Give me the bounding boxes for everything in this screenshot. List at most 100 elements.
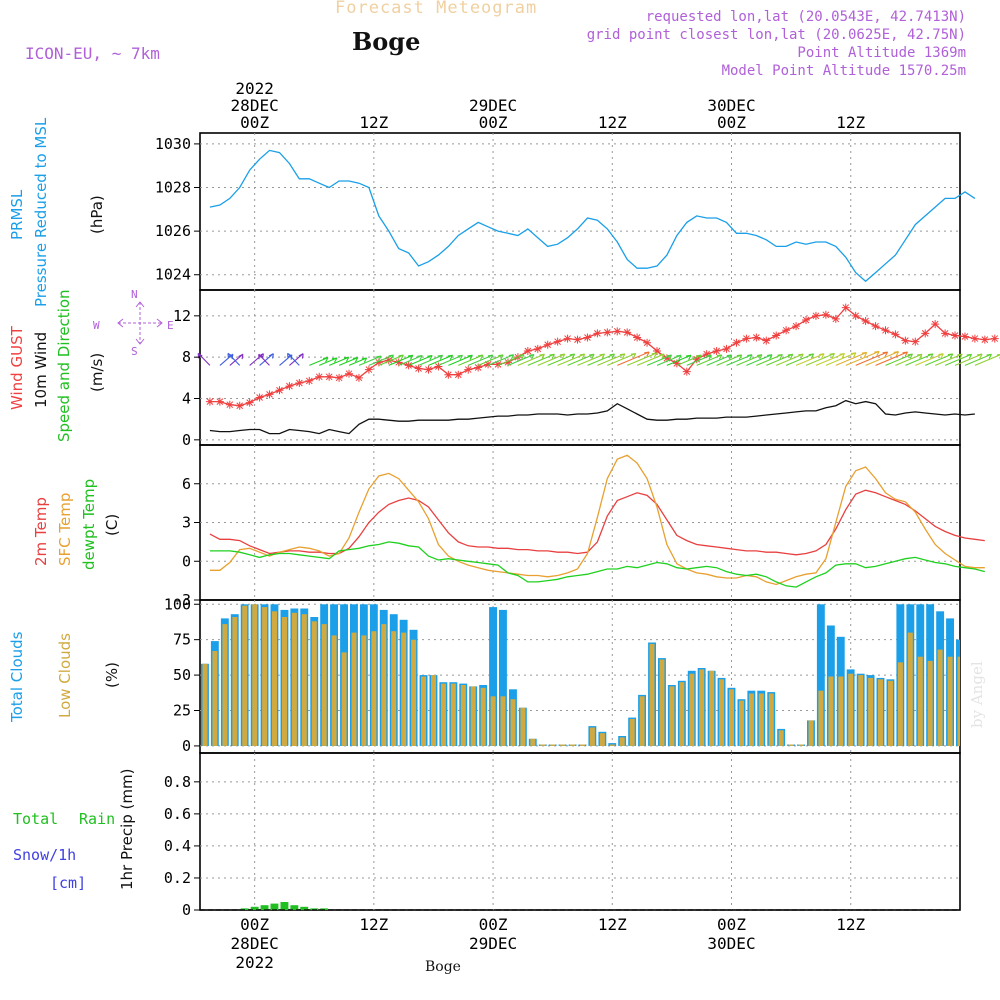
wind-direction-arrow [428, 354, 454, 366]
precip-ytick-label: 0 [182, 901, 191, 919]
precip-ytick-label: 0.4 [164, 837, 191, 855]
clouds-bar-1 [371, 631, 377, 746]
wind-direction-arrow [527, 353, 555, 366]
precip-rain-label: Rain [79, 810, 116, 828]
precip-bar-0 [290, 905, 299, 910]
temp-ytick-label: 6 [182, 475, 191, 493]
clouds-bar-0 [489, 607, 497, 746]
clouds-ytick-label: 0 [182, 737, 191, 755]
wind-direction-arrow [815, 352, 845, 366]
gust-marker [593, 329, 602, 338]
wind-direction-arrow [487, 354, 515, 366]
clouds-bar-1 [659, 659, 665, 746]
clouds-bar-1 [480, 687, 486, 746]
gust-marker [305, 376, 314, 385]
clouds-bar-1 [470, 686, 476, 746]
gust-marker [702, 350, 711, 359]
wind-direction-arrow [666, 354, 692, 366]
clouds-bar-1 [450, 683, 456, 746]
precip-bar-0 [260, 905, 269, 910]
precip-bar-0 [300, 906, 309, 910]
panel-frames [199, 132, 961, 911]
gust-marker [444, 370, 453, 379]
gust-marker [464, 365, 473, 374]
clouds-bar-1 [291, 612, 297, 746]
top-time-label: 00Z [479, 113, 508, 132]
wind-direction-arrow [597, 353, 626, 366]
gust-marker [871, 322, 880, 331]
precip-cm-label: [cm] [50, 874, 87, 892]
clouds-ytick-label: 100 [164, 595, 191, 613]
wind-ytick-label: 8 [182, 348, 191, 366]
top-time-label: 2022 [235, 79, 274, 98]
requested-coords: requested lon,lat (20.0543E, 42.7413N) [645, 9, 966, 25]
clouds-bar-1 [729, 689, 734, 746]
clouds-ytick-label: 75 [173, 631, 191, 649]
wind-direction-arrow [944, 353, 973, 366]
wind-direction-arrow [865, 351, 900, 366]
wind-direction-arrow [607, 352, 637, 366]
wind-direction-arrow [716, 354, 743, 366]
gust-marker [980, 335, 989, 344]
wind-direction-arrow [686, 354, 712, 366]
top-time-label: 00Z [717, 113, 746, 132]
gust-marker [255, 393, 264, 402]
gust-marker [652, 346, 661, 355]
gust-marker [533, 344, 542, 353]
gust-marker [722, 344, 731, 353]
wind-direction-arrow [696, 354, 723, 366]
gust-marker [543, 340, 552, 349]
clouds-bar-1 [530, 738, 536, 746]
gust-marker [851, 311, 860, 320]
temp-ytick-label: 0 [182, 552, 191, 570]
gust-marker [772, 331, 781, 340]
gust-marker [354, 373, 363, 382]
clouds-unit: (%) [103, 662, 121, 688]
precip-bar-0 [240, 908, 249, 910]
clouds-bar-1 [252, 604, 258, 746]
wind-direction-arrow [706, 354, 733, 366]
precip-bar-0 [280, 902, 289, 910]
clouds-bar-1 [669, 686, 675, 746]
clouds-bar-1 [222, 624, 228, 746]
wind-direction-arrow [775, 353, 804, 366]
clouds-bar-1 [321, 624, 327, 746]
pressure-ytick-label: 1026 [155, 222, 191, 240]
compass-n: N [131, 288, 138, 301]
wind-direction-arrow [736, 354, 763, 366]
gust-marker [712, 346, 721, 355]
clouds-bar-1 [649, 643, 655, 746]
wind-direction-arrow [646, 354, 673, 366]
clouds-bar-1 [868, 677, 874, 746]
clouds-bar-1 [699, 669, 705, 746]
clouds-bar-1 [739, 700, 744, 746]
precip-bar-0 [310, 908, 319, 910]
clouds-bar-1 [709, 670, 715, 746]
compass-s: S [131, 345, 138, 358]
gust-marker [881, 326, 890, 335]
clouds-bar-1 [639, 696, 645, 746]
temp-dew-label: dewpt Temp [80, 478, 98, 570]
clouds-bar-1 [897, 662, 903, 746]
precip-ytick-label: 0.6 [164, 805, 191, 823]
clouds-bar-0 [816, 604, 825, 746]
gust-marker [603, 328, 612, 337]
top-time-label: 12Z [598, 113, 627, 132]
clouds-bar-1 [510, 699, 516, 746]
clouds-bar-1 [917, 656, 923, 746]
wind-direction-arrow [587, 353, 615, 366]
wind-direction-arrow [756, 353, 783, 366]
gust-marker [742, 334, 751, 343]
clouds-bar-1 [212, 651, 218, 746]
wind-direction-arrow [289, 353, 304, 366]
wind-direction-arrow [656, 354, 682, 366]
clouds-bar-1 [758, 693, 764, 746]
precip-ytick-label: 0.2 [164, 869, 191, 887]
gust-marker [394, 358, 403, 367]
wind-series-0 [209, 306, 995, 407]
gust-marker [970, 334, 979, 343]
clouds-bar-1 [242, 605, 248, 746]
clouds-bar-1 [619, 737, 625, 746]
gust-marker [782, 326, 791, 335]
temp-sfc-label: SFC Temp [56, 492, 74, 566]
